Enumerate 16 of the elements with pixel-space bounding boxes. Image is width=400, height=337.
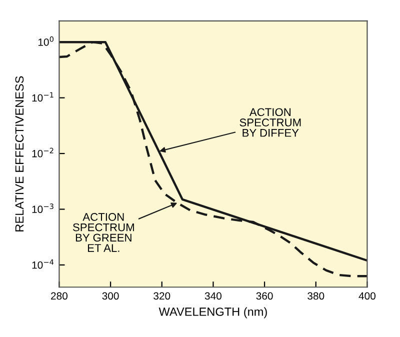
y-tick-label: 10$^{−3}$ (32, 204, 54, 214)
x-tick-label: 300 (102, 292, 119, 300)
x-tick-label: 400 (358, 292, 376, 300)
y-tick-label: 10$^{−1}$ (32, 92, 54, 102)
x-tick-label: 280 (51, 292, 68, 300)
y-tick-label: 10$^{−2}$ (32, 148, 54, 158)
x-tick-label: 320 (154, 292, 170, 300)
x-tick-label: 340 (204, 292, 222, 300)
annotation: ACTION SPECTRUM BY GREEN ET AL. (72, 213, 134, 252)
x-axis-title: WAVELENGTH (nm) (158, 307, 267, 318)
x-tick-label: 380 (308, 292, 324, 300)
y-tick-label: 10$^{−4}$ (32, 259, 54, 269)
x-tick-label: 360 (256, 292, 273, 300)
y-tick-label: 10$^{0}$ (38, 36, 54, 46)
y-axis-title: RELATIVE EFFECTIVENESS (15, 76, 24, 232)
annotation: ACTION SPECTRUM BY DIFFEY (240, 108, 301, 137)
